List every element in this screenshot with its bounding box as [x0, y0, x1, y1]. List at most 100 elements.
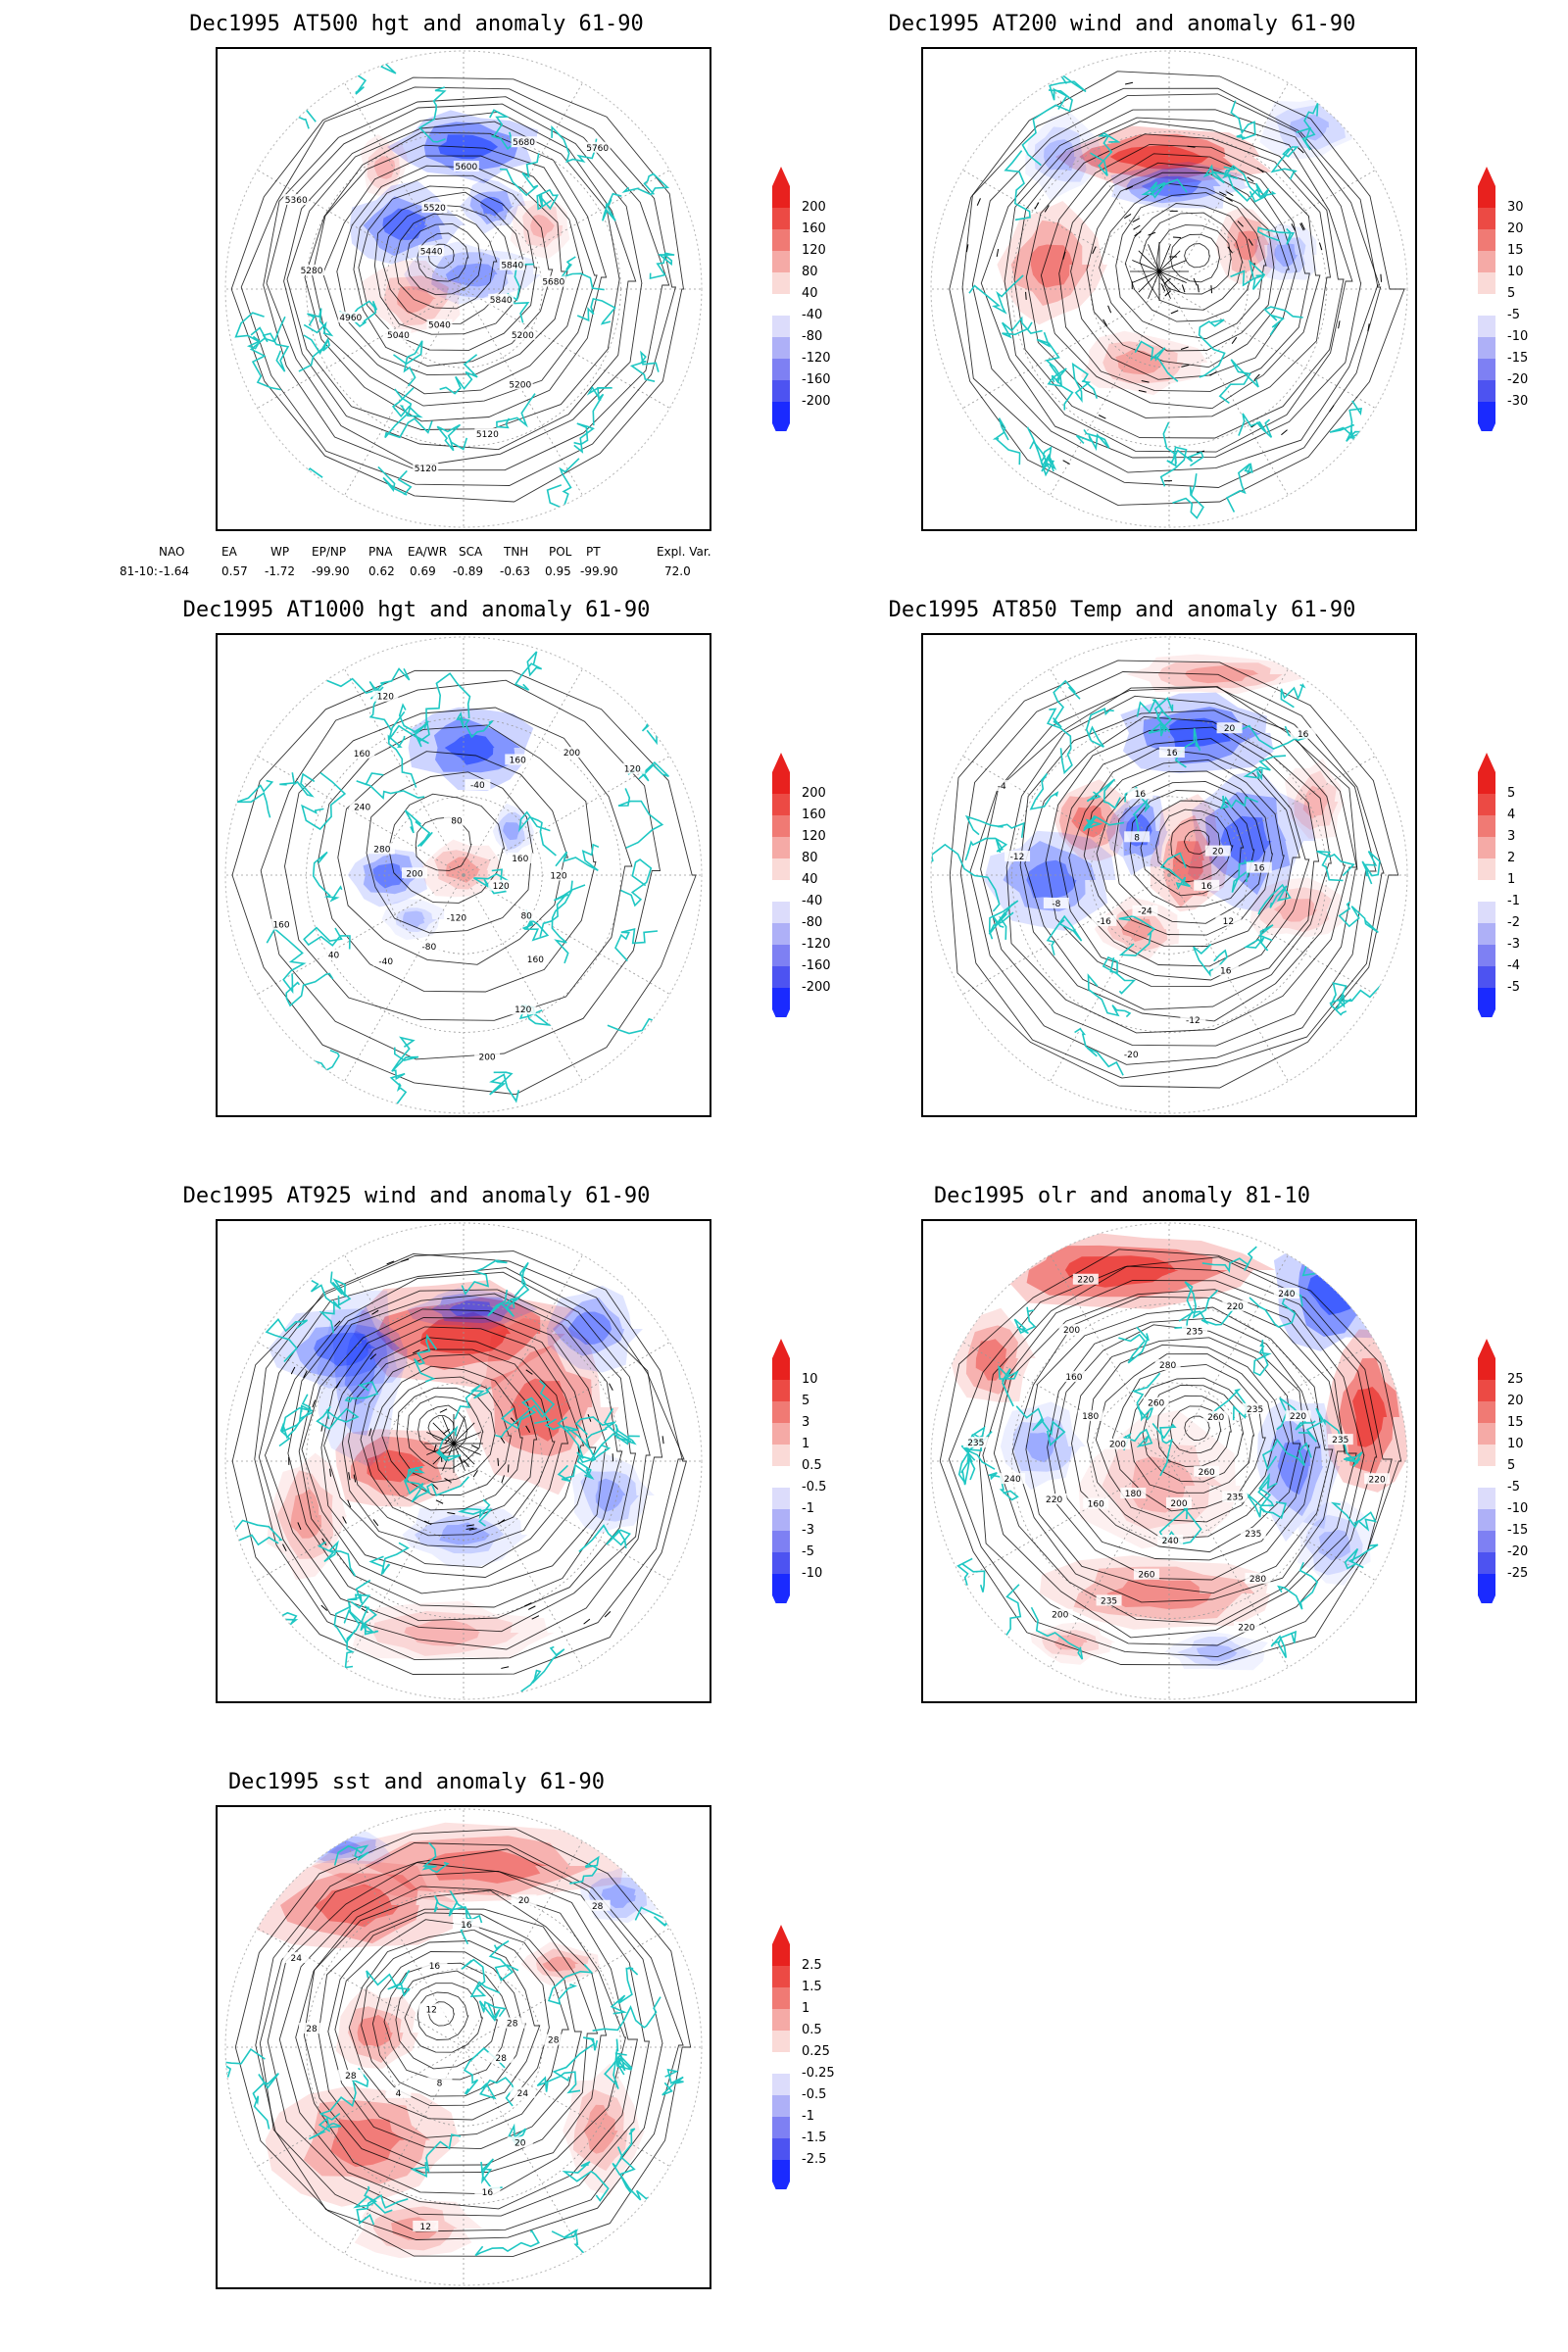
contour-label: 5360	[285, 196, 308, 206]
colorbar-band	[772, 837, 790, 858]
contour-label: 12	[1223, 917, 1234, 927]
contour-label: 180	[1125, 1490, 1142, 1499]
contour-label: 160	[1065, 1373, 1082, 1383]
colorbar-band	[1478, 294, 1495, 316]
colorbar-tick-label: -15	[1507, 1523, 1529, 1538]
contour-label: 200	[564, 749, 580, 759]
contour-label: 220	[1227, 1302, 1244, 1312]
contour-label: 12	[425, 2005, 436, 2015]
contour-label: -20	[1124, 1051, 1139, 1060]
colorbar-tick-label: -5	[1507, 1480, 1520, 1494]
colorbar-band	[772, 1488, 790, 1509]
contour-label: 200	[1109, 1441, 1126, 1450]
colorbar-band	[772, 815, 790, 837]
colorbar-band	[1478, 1423, 1495, 1445]
polar-map: 5840 5200 5200 5120 5120 5040 5040 4960 5280 5360…	[216, 47, 711, 531]
colorbar-tick-label: -4	[1507, 958, 1520, 973]
contour-label: 5120	[415, 465, 437, 474]
field-layer	[931, 637, 1407, 1113]
contour-label: -40	[378, 957, 393, 967]
colorbar-tick-label: -120	[802, 937, 831, 952]
colorbar-band	[1478, 794, 1495, 815]
tele-value: -1.72	[265, 564, 296, 578]
contour-label: 16	[429, 1962, 441, 1972]
polar-map	[921, 47, 1417, 531]
colorbar-tick-label: 10	[1507, 265, 1524, 279]
colorbar-band	[1478, 945, 1495, 966]
contour-label: 240	[1004, 1475, 1021, 1485]
colorbar-band	[772, 858, 790, 880]
colorbar-band	[772, 337, 790, 359]
panel-at850: Dec1995 AT850 Temp and anomaly 61-90 16 1…	[843, 598, 1568, 1127]
colorbar-band	[772, 1466, 790, 1488]
colorbar-band	[1478, 1488, 1495, 1509]
contour-label: 160	[1088, 1500, 1104, 1510]
colorbar-band	[1478, 1574, 1495, 1595]
contour-label: 200	[1170, 1499, 1187, 1509]
colorbar-tick-label: -0.25	[802, 2066, 835, 2081]
panel-title: Dec1995 AT850 Temp and anomaly 61-90	[888, 598, 1356, 622]
colorbar-tick-label: -30	[1507, 394, 1529, 409]
contour-label: 200	[478, 1053, 495, 1062]
colorbar-tick-label: 120	[802, 829, 826, 844]
contour-label: 12	[420, 2223, 431, 2232]
coastline-layer	[225, 1841, 684, 2260]
tele-header: EA	[221, 545, 237, 559]
tele-value: -99.90	[312, 564, 350, 578]
colorbar-tick-label: -40	[802, 308, 823, 322]
colorbar-tick-label: 20	[1507, 1394, 1524, 1408]
colorbar-tick-label: 25	[1507, 1372, 1524, 1387]
colorbar-tick-label: 1.5	[802, 1980, 822, 1994]
colorbar-tick-label: -10	[1507, 1501, 1529, 1516]
contour-label: 235	[1332, 1436, 1348, 1446]
contour-label: 24	[291, 1954, 303, 1964]
contour-label: 16	[1253, 864, 1265, 874]
colorbar-tick-label: -15	[1507, 351, 1529, 366]
tele-header: WP	[270, 545, 290, 559]
contour-label: 16	[482, 2188, 494, 2198]
tele-value: 0.62	[368, 564, 395, 578]
contour-label: 280	[373, 845, 390, 855]
colorbar-band	[772, 208, 790, 229]
tele-header: PNA	[368, 545, 393, 559]
colorbar-band	[1478, 1466, 1495, 1488]
colorbar-band	[772, 186, 790, 208]
colorbar-band	[1478, 902, 1495, 923]
colorbar-band	[772, 229, 790, 251]
contour-label: 16	[1298, 730, 1309, 740]
contour-label: 5680	[513, 138, 535, 148]
colorbar-band	[1478, 880, 1495, 902]
colorbar-band	[772, 945, 790, 966]
contour-label: 120	[550, 871, 566, 881]
colorbar-tick-label: -10	[1507, 329, 1529, 344]
colorbar-tick-label: -80	[802, 329, 823, 344]
colorbar-band	[772, 794, 790, 815]
colorbar-tick-label: 3	[802, 1415, 810, 1430]
contour-label: 5680	[542, 278, 564, 288]
contour-label: 220	[1290, 1412, 1306, 1422]
contour-label: -40	[470, 781, 485, 791]
contour-label: 120	[514, 1005, 531, 1015]
colorbar: 30 20 15 10 5 -5 -10 -15 -20 -30	[1468, 167, 1568, 431]
colorbar-band	[772, 1423, 790, 1445]
colorbar-tick-label: 5	[802, 1394, 810, 1408]
colorbar-band	[772, 1552, 790, 1574]
colorbar-band	[772, 902, 790, 923]
colorbar-band	[1478, 1445, 1495, 1466]
colorbar-band	[1478, 1552, 1495, 1574]
contour-label: 220	[1369, 1475, 1386, 1485]
contour-label: -12	[1010, 853, 1025, 862]
colorbar-tick-label: -200	[802, 980, 831, 995]
colorbar-band	[1478, 251, 1495, 272]
contour-label: 5280	[301, 267, 323, 276]
contour-label: 8	[1134, 833, 1140, 843]
tele-header: SCA	[459, 545, 483, 559]
field-layer	[225, 637, 702, 1113]
colorbar-band	[1478, 1380, 1495, 1401]
contour-label: 280	[1159, 1361, 1176, 1371]
contour-label: 235	[1186, 1328, 1202, 1338]
panel-sst: Dec1995 sst and anomaly 61-90 28 24 20 16 12…	[137, 1770, 882, 2299]
colorbar-tick-label: -0.5	[802, 2087, 827, 2102]
field-layer	[931, 51, 1407, 527]
colorbar-band	[772, 1987, 790, 2009]
